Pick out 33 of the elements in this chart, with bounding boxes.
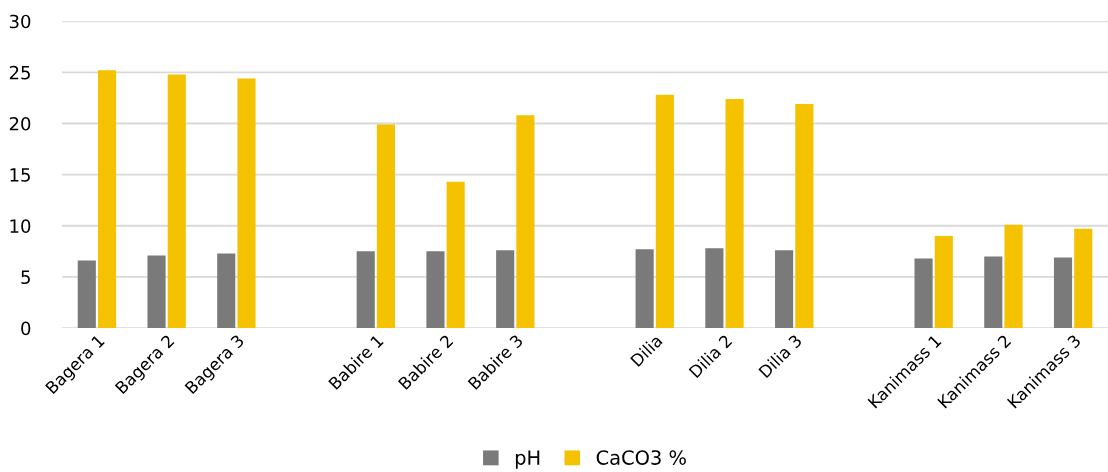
- bar: [237, 78, 256, 329]
- legend-label: CaCO3 %: [596, 450, 686, 465]
- bar: [426, 251, 445, 329]
- bar: [516, 115, 535, 329]
- y-tick-label: 15: [10, 168, 30, 182]
- bar: [725, 98, 744, 329]
- bar: [795, 104, 814, 329]
- bar: [217, 253, 236, 329]
- bar: [655, 94, 674, 329]
- bar: [934, 236, 953, 329]
- bar: [1053, 257, 1073, 329]
- bar: [1004, 224, 1023, 329]
- bar: [167, 74, 186, 329]
- bar: [356, 251, 375, 329]
- bar: [1074, 228, 1093, 329]
- bar: [446, 181, 465, 329]
- bar: [376, 124, 396, 329]
- bar: [705, 248, 724, 329]
- bar: [77, 260, 96, 329]
- bar: [914, 258, 933, 329]
- bar: [147, 255, 166, 329]
- bar: [775, 250, 794, 329]
- y-tick-label: 25: [9, 65, 30, 80]
- bar: [635, 249, 654, 329]
- legend-label: pH: [515, 450, 540, 469]
- bar: [984, 256, 1003, 329]
- y-tick-label: 0: [21, 321, 31, 336]
- y-tick-label: 10: [10, 219, 31, 233]
- bar: [496, 250, 515, 329]
- bar: [97, 70, 117, 329]
- y-tick-label: 30: [9, 14, 31, 29]
- y-tick-label: 5: [21, 270, 30, 285]
- y-tick-label: 20: [9, 116, 31, 131]
